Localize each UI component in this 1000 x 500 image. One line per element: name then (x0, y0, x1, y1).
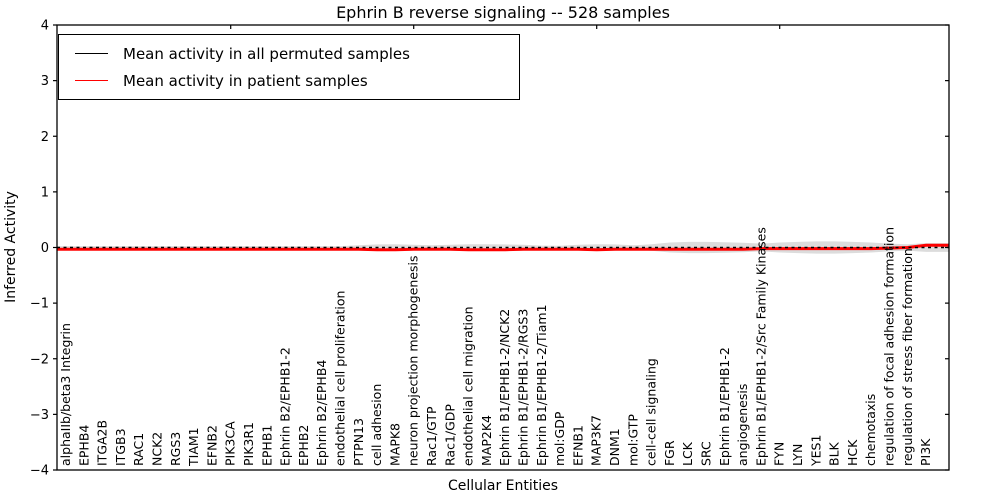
x-tick-label: Rac1/GTP (424, 406, 439, 466)
x-tick-label: EFNB1 (570, 425, 585, 466)
x-tick-label: Ephrin B2/EPHB4 (314, 360, 329, 466)
x-tick-label: alphaIIb/beta3 Integrin (58, 323, 73, 466)
legend-item-permuted: Mean activity in all permuted samples (75, 40, 519, 67)
x-tick-label: Ephrin B1/EPHB1-2 (717, 347, 732, 466)
y-tick-label: −4 (30, 464, 49, 479)
x-tick-label: Ephrin B2/EPHB1-2 (278, 347, 293, 466)
x-tick-label: Ephrin B1/EPHB1-2/Src Family Kinases (753, 227, 768, 466)
x-tick-label: HCK (845, 439, 860, 466)
x-tick-label: NCK2 (150, 432, 165, 466)
x-tick-label: PIK3R1 (241, 422, 256, 466)
x-tick-label: EPHB4 (76, 425, 91, 466)
patient-mean-line (57, 243, 949, 252)
x-tick-label: mol:GDP (552, 411, 567, 466)
x-tick-label: PTPN13 (351, 418, 366, 466)
chart-title: Ephrin B reverse signaling -- 528 sample… (336, 3, 670, 22)
x-tick-label: MAP3K7 (589, 415, 604, 466)
x-tick-label: LYN (790, 444, 805, 466)
y-axis-label: Inferred Activity (3, 191, 19, 303)
x-tick-label: ITGB3 (113, 428, 128, 466)
x-tick-label: Ephrin B1/EPHB1-2/Tiam1 (534, 304, 549, 466)
x-tick-label: Ephrin B1/EPHB1-2/NCK2 (497, 309, 512, 466)
x-tick-label: cell-cell signaling (644, 358, 659, 466)
y-tick-label: −2 (30, 352, 49, 367)
x-tick-label: neuron projection morphogenesis (406, 255, 421, 466)
x-tick-label: PIK3CA (223, 421, 238, 466)
x-axis-label: Cellular Entities (447, 478, 559, 494)
legend-label-patient: Mean activity in patient samples (123, 71, 368, 90)
y-tick-label: 3 (41, 74, 49, 89)
x-tick-label: PI3K (918, 438, 933, 466)
x-tick-label: regulation of stress fiber formation (900, 248, 915, 466)
x-tick-label: SRC (699, 441, 714, 466)
x-tick-label: endothelial cell migration (461, 306, 476, 466)
x-tick-label: EFNB2 (204, 425, 219, 466)
x-tick-label: Rac1/GDP (442, 404, 457, 466)
x-tick-label: ITGA2B (95, 420, 110, 466)
x-tick-label: RGS3 (168, 432, 183, 466)
y-tick-label: 4 (41, 19, 49, 34)
y-tick-label: 1 (41, 185, 49, 200)
x-tick-label: cell adhesion (369, 384, 384, 466)
x-tick-label: Ephrin B1/EPHB1-2/RGS3 (516, 309, 531, 466)
legend: Mean activity in all permuted samples Me… (58, 34, 520, 100)
red-line-swatch (75, 80, 108, 81)
x-tick-label: mol:GTP (625, 414, 640, 466)
x-tick-label: DNM1 (607, 428, 622, 466)
x-tick-label: MAPK8 (387, 423, 402, 466)
x-tick-label: regulation of focal adhesion formation (882, 227, 897, 466)
x-tick-label: TIAM1 (186, 427, 201, 467)
x-tick-label: chemotaxis (863, 394, 878, 466)
x-tick-label: RAC1 (131, 433, 146, 466)
y-tick-label: 0 (41, 241, 49, 256)
y-tick-label: 2 (41, 130, 49, 145)
x-tick-label: angiogenesis (735, 384, 750, 466)
x-tick-label: FGR (662, 440, 677, 466)
x-tick-label: endothelial cell proliferation (333, 291, 348, 466)
legend-item-patient: Mean activity in patient samples (75, 67, 519, 94)
x-tick-label: FYN (772, 442, 787, 466)
x-tick-label: BLK (827, 441, 842, 466)
x-tick-label: EPHB1 (259, 425, 274, 466)
x-tick-label: YES1 (808, 435, 823, 467)
y-tick-label: −3 (30, 408, 49, 423)
legend-label-permuted: Mean activity in all permuted samples (123, 44, 410, 63)
black-line-swatch (75, 53, 108, 54)
x-tick-label: LCK (680, 441, 695, 466)
x-tick-label: EPHB2 (296, 425, 311, 466)
y-tick-label: −1 (30, 297, 49, 312)
x-tick-label: MAP2K4 (479, 415, 494, 466)
